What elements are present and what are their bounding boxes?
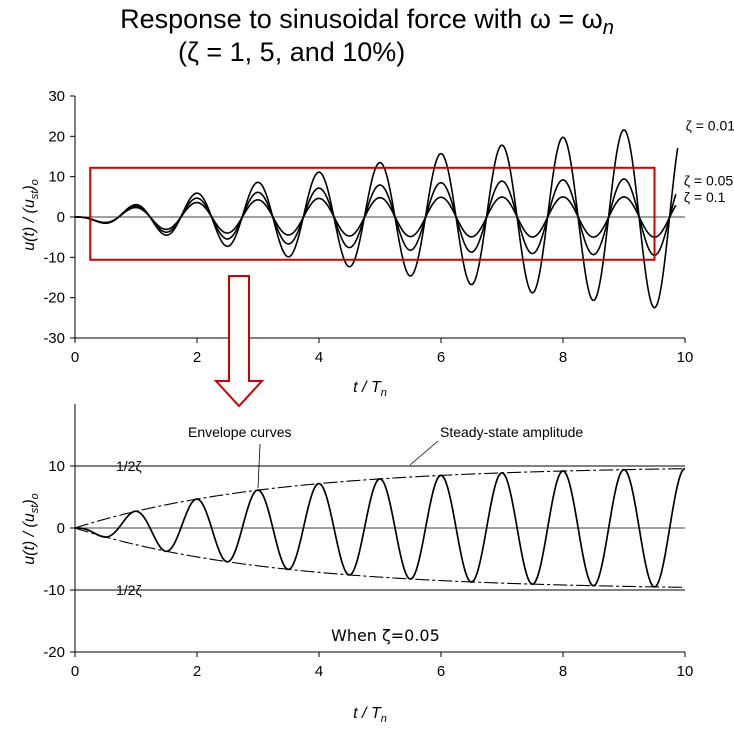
top-series-line-1 — [75, 178, 677, 257]
bottom-x-tick-label: 2 — [193, 663, 201, 680]
down-arrow — [213, 275, 265, 408]
upper-level-label: 1/2ζ — [116, 458, 142, 474]
bottom-chart: -20 -10 0 10 0 2 4 6 8 10 1/2ζ 1/2ζ Envelope curv… — [21, 404, 693, 725]
top-y-tick-label: 30 — [48, 88, 65, 105]
envelope-curve-upper — [74, 468, 686, 529]
top-series-label-1: ζ = 0.05 — [684, 173, 734, 189]
bottom-y-axis-label: u(t) / (ust)o — [21, 493, 41, 565]
top-y-tick-label: -30 — [43, 330, 65, 347]
top-y-tick-label: 20 — [48, 128, 65, 145]
top-x-tick-label: 8 — [559, 349, 567, 366]
bottom-y-tick-label: -20 — [43, 644, 65, 661]
lower-level-label: 1/2ζ — [116, 582, 142, 598]
bottom-series-group — [74, 467, 686, 588]
top-series-group — [75, 129, 679, 309]
envelope-leader-line — [257, 443, 261, 489]
steady-state-annotation: Steady-state amplitude — [440, 424, 583, 440]
top-series-label-0: ζ = 0.01 — [686, 117, 734, 133]
top-series-line-0 — [75, 129, 679, 309]
top-x-tick-label: 6 — [437, 349, 445, 366]
bottom-axes — [74, 404, 685, 653]
bottom-y-tick-label: 0 — [57, 520, 65, 537]
top-x-tick-label: 0 — [71, 349, 79, 366]
top-series-label-2: ζ = 0.1 — [684, 189, 726, 205]
top-x-tick-label: 10 — [677, 349, 694, 366]
zeta-note: When ζ=0.05 — [331, 626, 440, 645]
bottom-x-tick-label: 4 — [315, 663, 323, 680]
top-y-tick-label: -10 — [43, 249, 65, 266]
bottom-x-tick-label: 6 — [437, 663, 445, 680]
top-x-tick-label: 4 — [315, 349, 323, 366]
top-y-tick-label: 10 — [48, 169, 65, 186]
top-y-tick-label: 0 — [57, 209, 65, 226]
chart-title-line1: Response to sinusoidal force with ω = ωn — [120, 4, 614, 39]
top-chart: -30 -20 -10 0 10 20 30 0 2 4 6 8 10 ζ = 0.01 ζ = 0.05… — [21, 88, 734, 399]
bottom-x-tick-label: 8 — [559, 663, 567, 680]
highlight-box — [89, 166, 656, 261]
top-x-axis-label: t / Tn — [353, 379, 387, 399]
bottom-y-tick-label: -10 — [43, 582, 65, 599]
envelope-curve-lower — [74, 527, 686, 588]
top-x-tick-label: 2 — [193, 349, 201, 366]
bottom-tick-labels: -20 -10 0 10 0 2 4 6 8 10 — [43, 458, 693, 680]
top-axes — [74, 96, 685, 339]
bottom-y-tick-label: 10 — [48, 458, 65, 475]
bottom-x-tick-label: 0 — [71, 663, 79, 680]
top-y-axis-label: u(t) / (ust)o — [21, 179, 41, 251]
chart-title-line2: (ζ = 1, 5, and 10%) — [178, 37, 406, 67]
bottom-x-tick-label: 10 — [677, 663, 694, 680]
bottom-x-axis-label: t / Tn — [353, 705, 387, 725]
top-series-labels: ζ = 0.01 ζ = 0.05ζ = 0.1 — [684, 117, 734, 204]
steady-state-leader-line — [409, 440, 439, 466]
envelope-curves-annotation: Envelope curves — [188, 424, 292, 440]
bottom-response-line — [75, 467, 686, 588]
top-y-tick-label: -20 — [43, 290, 65, 307]
top-tick-labels: -30 -20 -10 0 10 20 30 0 2 4 6 8 10 — [43, 88, 693, 366]
top-series-line-2 — [75, 196, 677, 238]
